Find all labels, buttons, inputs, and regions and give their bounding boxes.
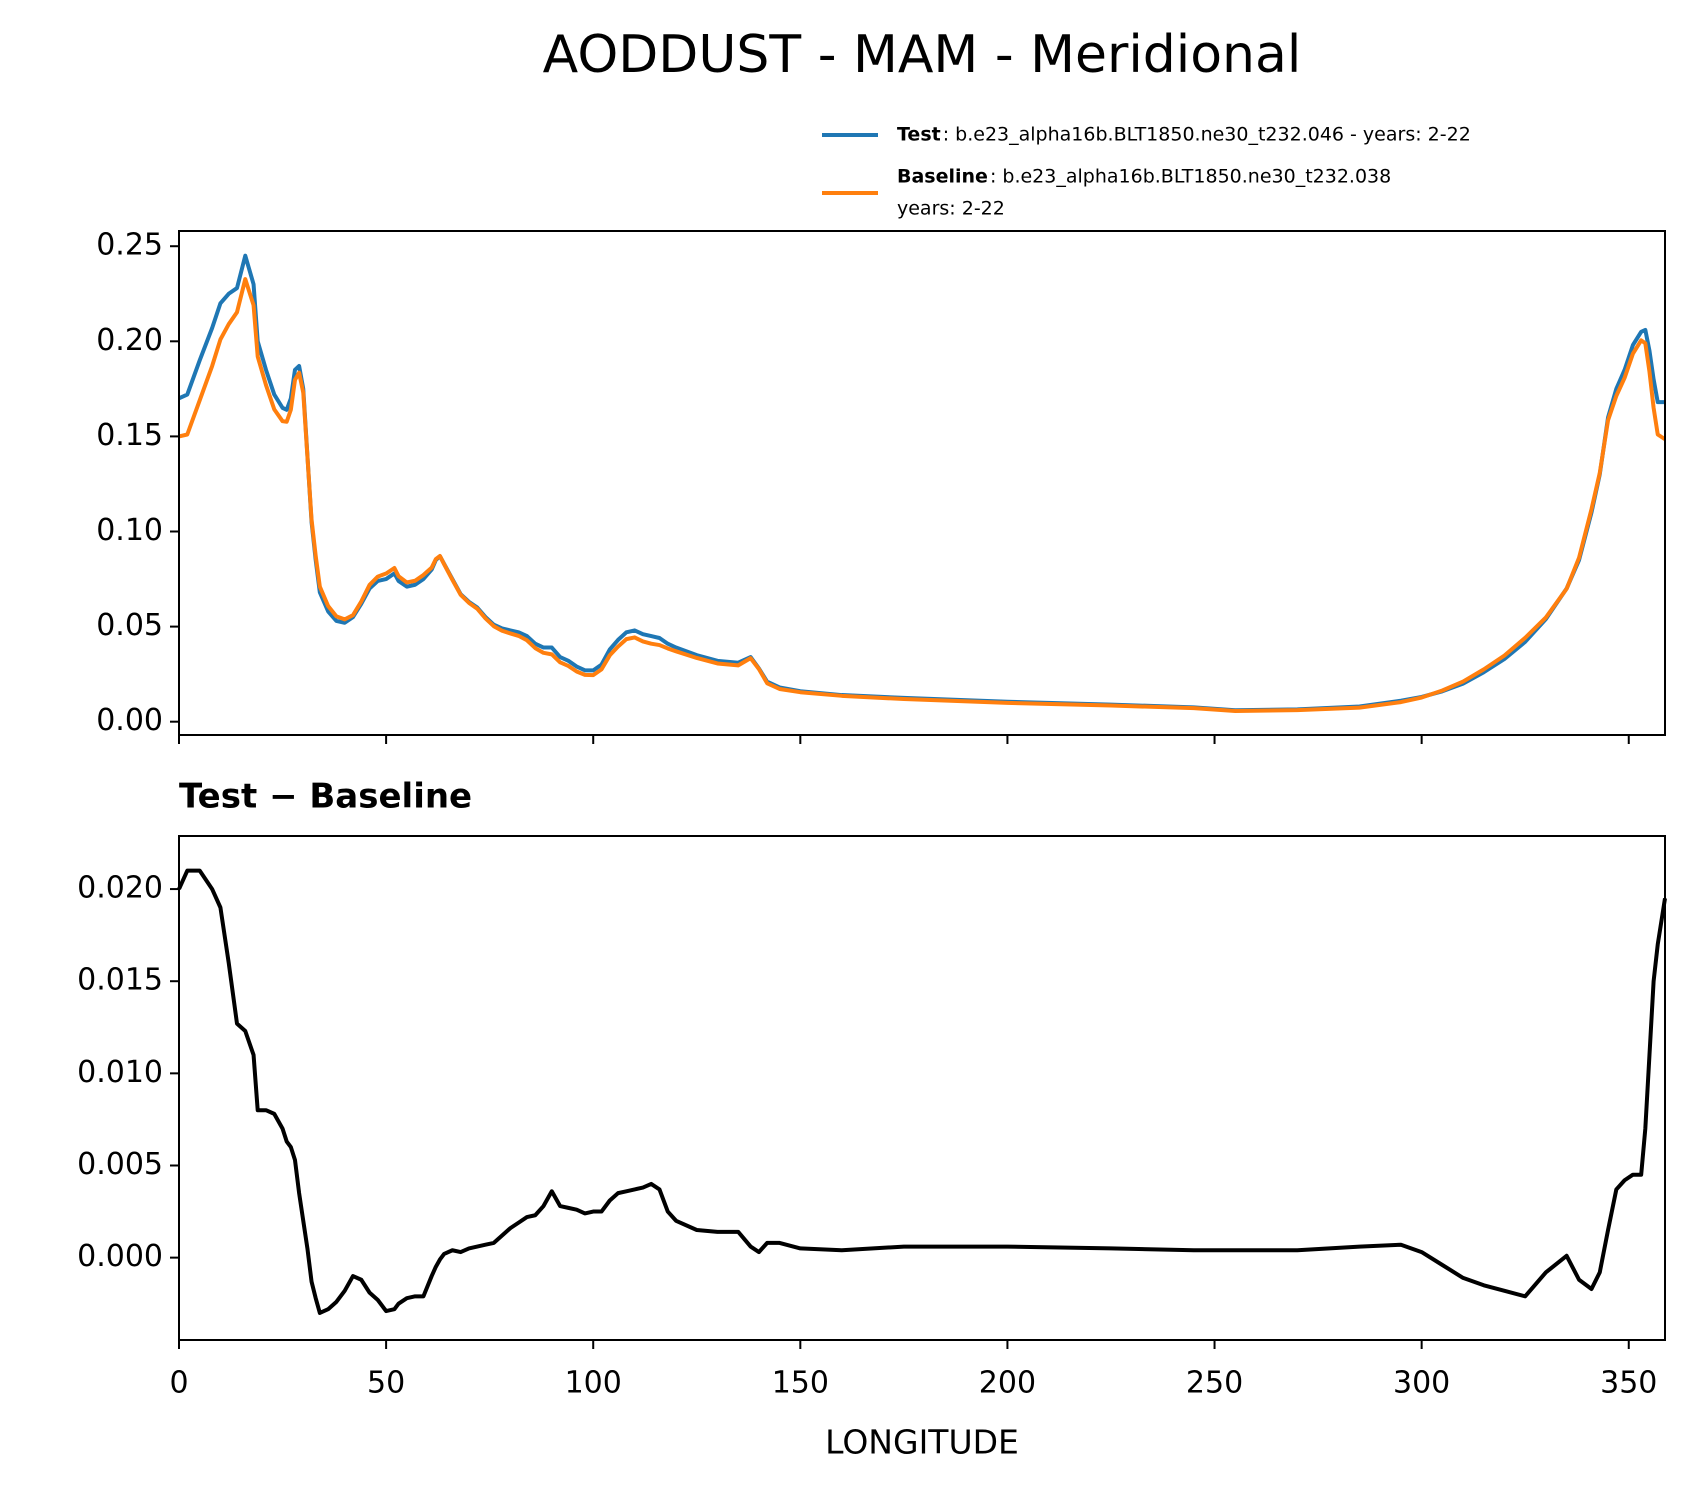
x-tick-label: 300 — [1393, 1366, 1450, 1401]
y-tick-label: 0.015 — [77, 963, 163, 998]
y-tick-label: 0.000 — [77, 1239, 163, 1274]
y-tick-label: 0.00 — [96, 703, 163, 738]
y-tick-label: 0.10 — [96, 513, 163, 548]
y-tick-label: 0.15 — [96, 418, 163, 453]
legend-description: years: 2-22 — [897, 198, 1005, 220]
y-tick-label: 0.005 — [77, 1147, 163, 1182]
series-line — [177, 868, 1667, 1315]
legend-label: Baseline — [897, 166, 988, 188]
subplot-title: Test − Baseline — [179, 777, 472, 817]
y-tick-label: 0.020 — [77, 871, 163, 906]
x-tick-label: 250 — [1186, 1366, 1243, 1401]
x-axis-label: LONGITUDE — [825, 1423, 1019, 1462]
y-tick-label: 0.05 — [96, 608, 163, 643]
x-tick-label: 100 — [565, 1366, 622, 1401]
x-tick-label: 350 — [1600, 1366, 1657, 1401]
chart-title: AODDUST - MAM - Meridional — [543, 25, 1302, 85]
y-tick-label: 0.20 — [96, 323, 163, 358]
x-tick-label: 0 — [169, 1366, 188, 1401]
x-tick-label: 150 — [772, 1366, 829, 1401]
legend-description: : b.e23_alpha16b.BLT1850.ne30_t232.046 -… — [943, 124, 1471, 146]
y-tick-label: 0.25 — [96, 228, 163, 263]
y-tick-label: 0.010 — [77, 1055, 163, 1090]
axes-frame — [178, 230, 1666, 736]
x-tick-label: 200 — [979, 1366, 1036, 1401]
x-tick-label: 50 — [367, 1366, 405, 1401]
legend-description: : b.e23_alpha16b.BLT1850.ne30_t232.038 — [990, 166, 1391, 188]
axes-frame — [178, 835, 1666, 1341]
legend-label: Test — [897, 124, 941, 146]
series-line — [178, 277, 1667, 714]
